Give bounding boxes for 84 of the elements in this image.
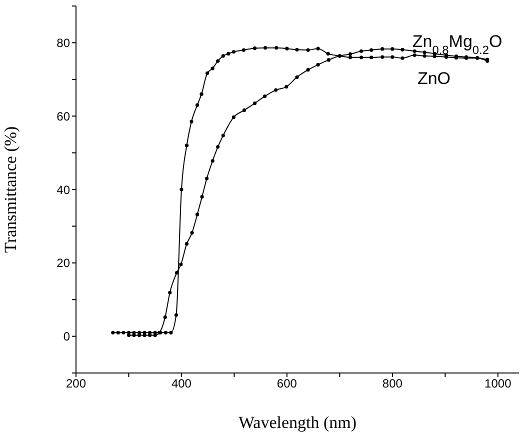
x-tick-label: 400: [171, 376, 192, 391]
point: [326, 52, 330, 56]
y-tick-label: 40: [56, 182, 70, 197]
point: [190, 120, 194, 124]
point: [306, 48, 310, 52]
point: [380, 47, 384, 51]
y-tick-label: 20: [56, 256, 70, 270]
point: [422, 50, 426, 54]
point: [132, 330, 136, 334]
point: [263, 94, 267, 98]
point: [306, 68, 310, 72]
point: [200, 195, 204, 199]
point: [264, 46, 268, 50]
point: [180, 188, 184, 192]
point: [179, 262, 183, 266]
point: [316, 62, 320, 67]
point: [412, 49, 416, 53]
point: [390, 55, 394, 59]
x-tick-label: 1000: [484, 376, 512, 391]
point: [184, 144, 189, 148]
point: [348, 52, 352, 56]
point: [274, 88, 278, 92]
point: [142, 330, 146, 334]
y-tick-label: 60: [56, 109, 70, 124]
point: [295, 48, 299, 52]
point: [295, 75, 299, 79]
point: [206, 71, 210, 75]
point: [252, 46, 257, 50]
series-label: ZnO: [417, 69, 451, 88]
point: [210, 66, 214, 70]
point: [174, 313, 178, 317]
x-tick-label: 800: [382, 376, 403, 391]
x-tick-label: 600: [276, 376, 298, 391]
point: [360, 49, 364, 53]
x-tick-label: 200: [66, 376, 86, 391]
point: [370, 48, 374, 52]
point: [242, 108, 246, 112]
point: [111, 330, 115, 334]
point: [190, 231, 194, 235]
point: [232, 115, 236, 119]
point: [148, 330, 152, 334]
point: [412, 53, 416, 57]
point: [196, 212, 200, 216]
point: [174, 271, 179, 275]
point: [232, 50, 236, 54]
y-axis-title: Transmittance (%): [1, 126, 20, 253]
point: [422, 54, 426, 58]
point: [153, 330, 157, 334]
point: [168, 290, 172, 294]
point: [226, 52, 230, 56]
point: [210, 159, 214, 163]
point: [252, 101, 257, 106]
point: [221, 54, 225, 58]
point: [400, 56, 404, 60]
point: [274, 46, 278, 50]
point: [204, 176, 209, 180]
point: [370, 56, 374, 60]
y-tick-label: 0: [63, 330, 70, 344]
point: [137, 330, 142, 334]
point: [242, 48, 246, 52]
point: [360, 56, 364, 60]
point: [221, 134, 225, 138]
point: [169, 330, 173, 334]
point: [348, 56, 352, 60]
point: [200, 92, 204, 96]
point: [116, 330, 120, 334]
point: [380, 55, 384, 59]
point: [216, 145, 220, 149]
point: [122, 330, 126, 334]
point: [400, 48, 404, 52]
point: [390, 47, 394, 51]
point: [476, 56, 480, 60]
point: [196, 103, 200, 107]
point: [126, 330, 131, 334]
point: [284, 84, 288, 89]
point: [164, 330, 168, 334]
point: [184, 242, 189, 246]
x-axis-title: Wavelength (nm): [238, 413, 357, 432]
y-tick-label: 80: [56, 36, 70, 50]
point: [285, 46, 289, 50]
point: [326, 58, 330, 62]
point: [163, 315, 167, 320]
point: [316, 46, 320, 50]
point: [216, 59, 220, 63]
